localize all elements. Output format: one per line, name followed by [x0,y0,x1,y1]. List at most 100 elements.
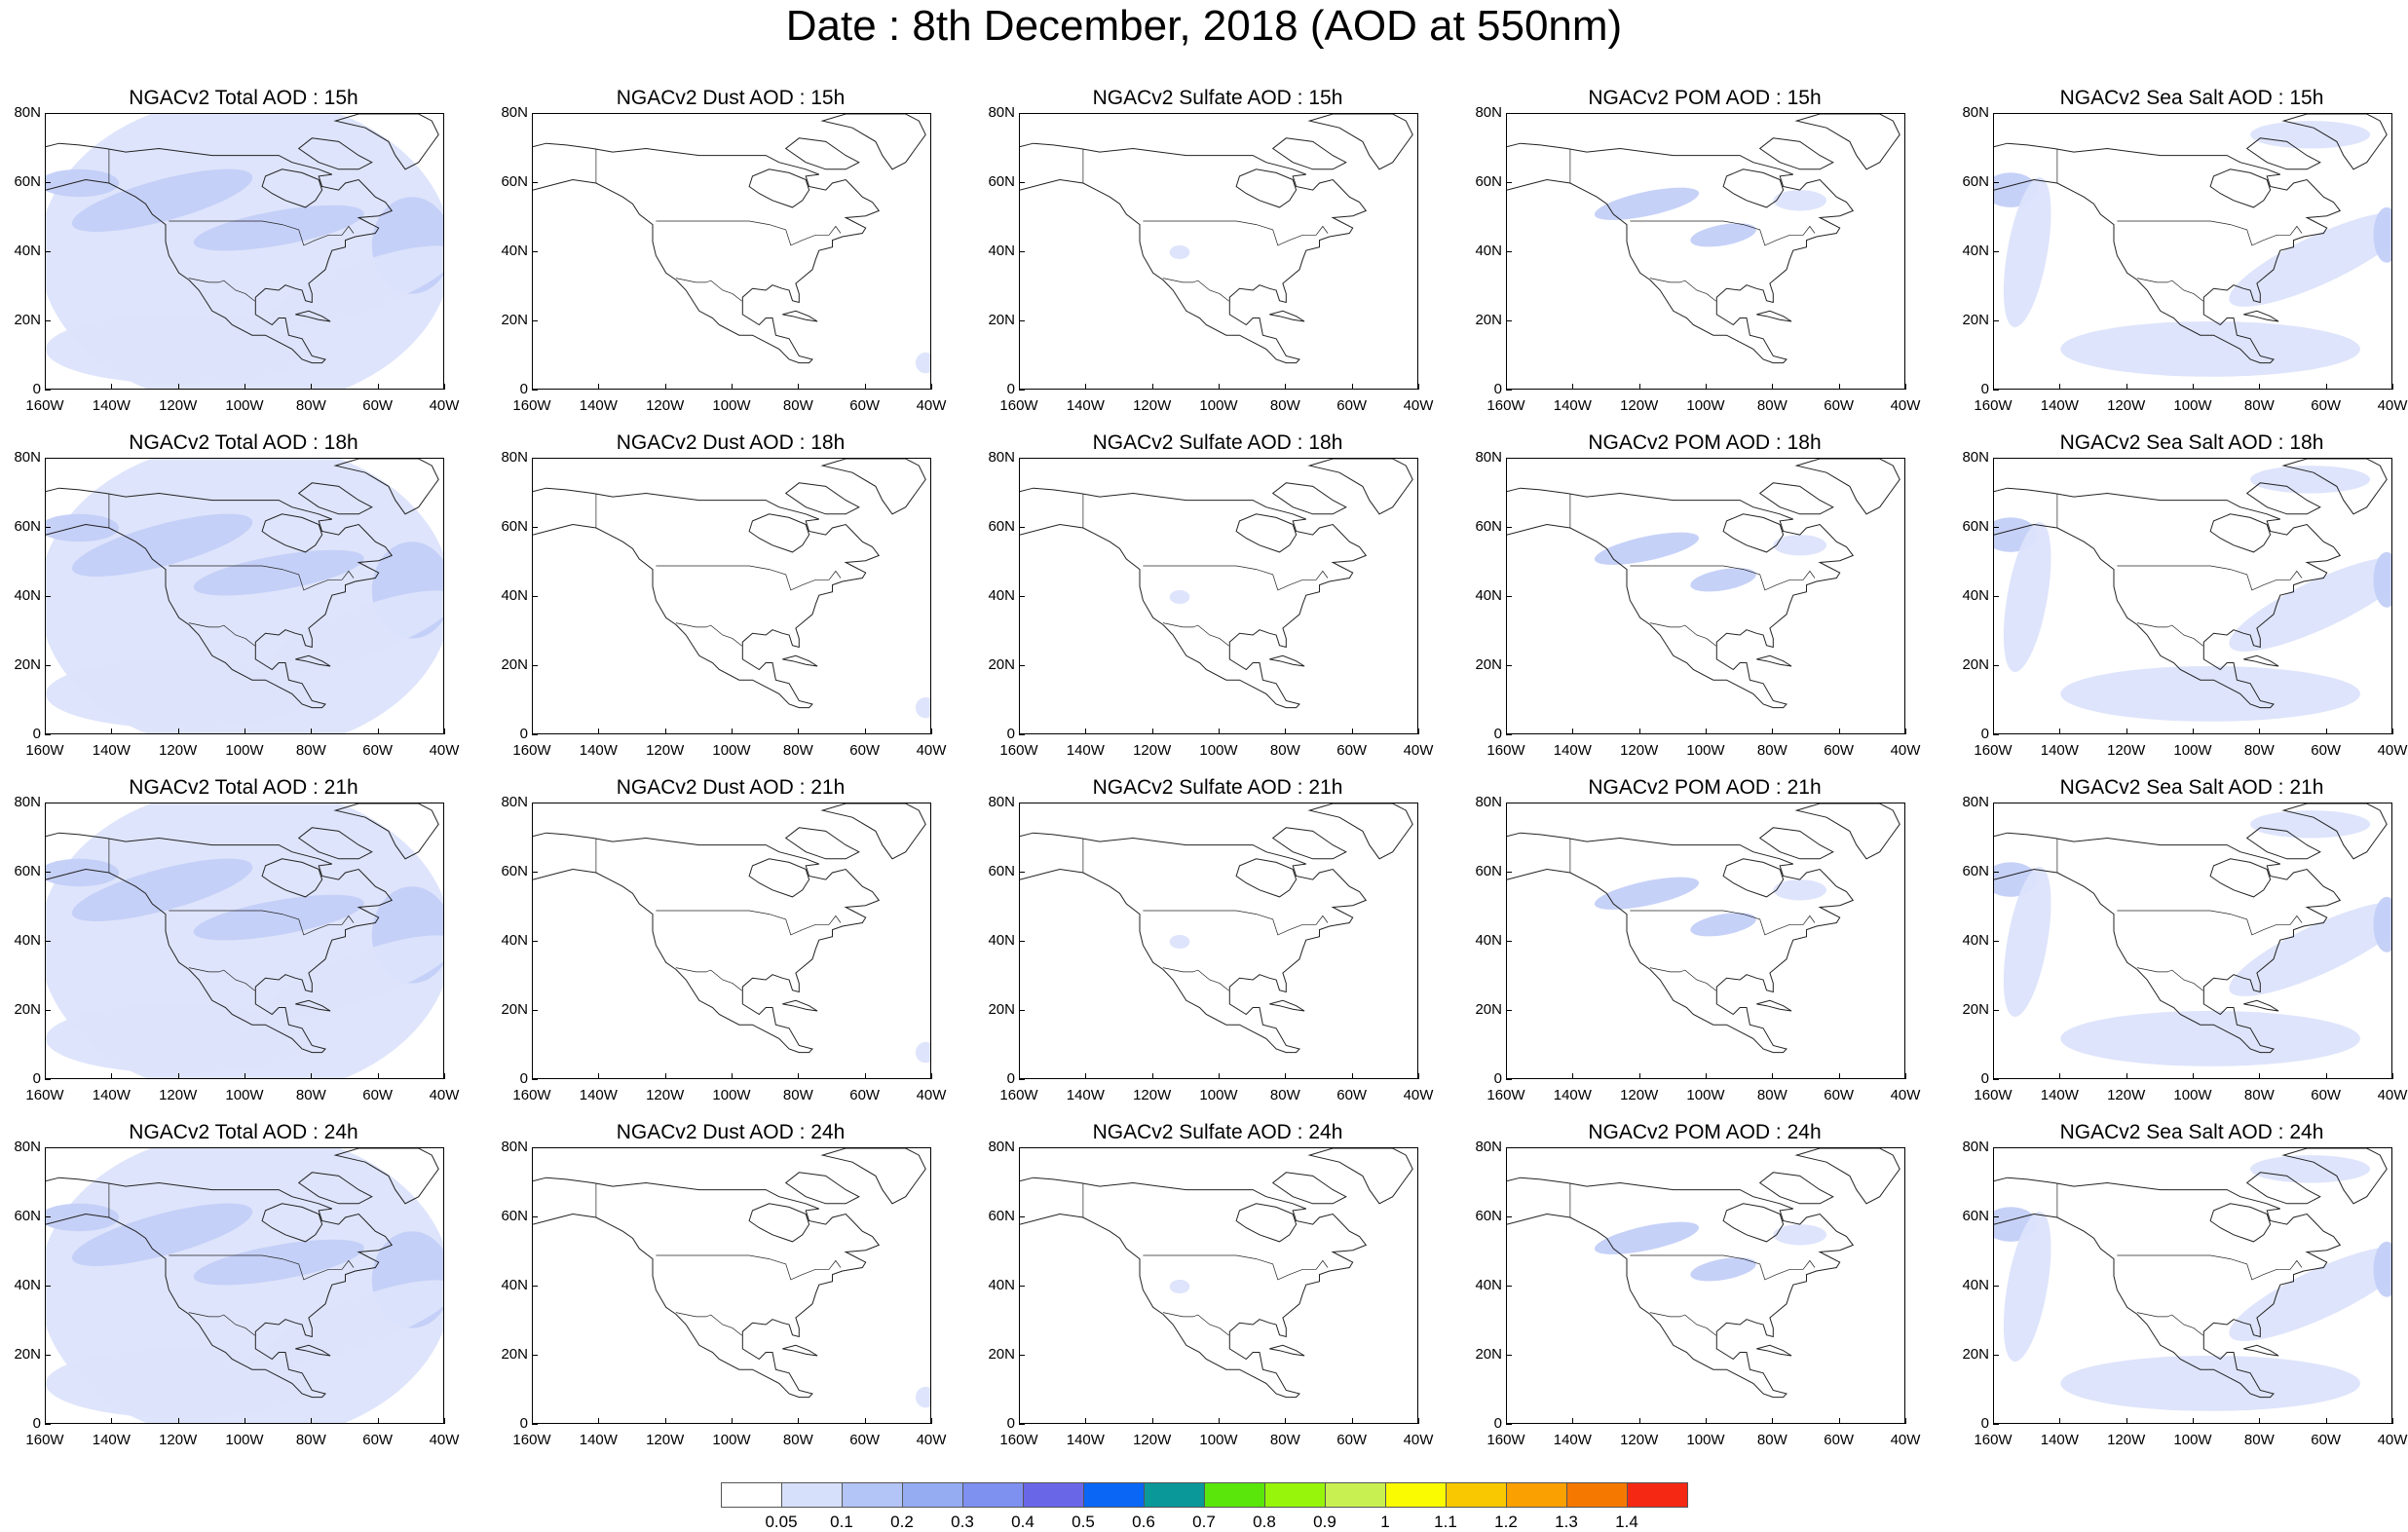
x-tick [1905,384,1906,390]
y-tick-label: 20N [501,1001,528,1018]
x-tick-label: 100W [1199,397,1238,414]
hudson-bay [2209,513,2272,553]
aod-field-0 [1594,532,1700,565]
x-tick [598,729,600,734]
y-tick [532,458,538,459]
y-tick [1993,734,1999,735]
y-tick [1019,458,1025,459]
us-canada-border [2117,910,2303,936]
hudson-bay [1235,1203,1298,1243]
aod-field-3 [46,1203,120,1232]
x-tick [1085,729,1087,734]
colorbar-label: 1.2 [1494,1513,1518,1531]
aod-field-1 [71,858,253,921]
x-tick-label: 80W [1756,742,1787,759]
y-tick [532,1147,538,1148]
y-tick-label: 60N [1475,173,1502,190]
aod-field-2 [1773,879,1826,901]
map-plot-area [45,803,444,1079]
x-tick-label: 120W [1133,742,1172,759]
y-tick [532,390,538,391]
x-tick [444,729,445,734]
y-tick [1993,390,1999,391]
y-tick-label: 20N [14,656,41,673]
map-panel-total-24h: NGACv2 Total AOD : 24h 0 20N 40N 60N 80N 160W 1… [0,1120,487,1461]
x-tick [2392,384,2393,390]
y-tick [1506,596,1512,597]
x-tick-label: 80W [782,1087,813,1103]
aod-field-0 [1169,244,1190,260]
us-mexico-border [2136,967,2203,991]
cuba [782,1344,818,1357]
x-tick [444,1418,445,1424]
y-tick [1019,1010,1025,1011]
y-tick-label: 20N [14,1001,41,1018]
us-mexico-border [2136,622,2203,647]
y-tick [1019,390,1025,391]
y-tick-label: 20N [501,656,528,673]
x-tick [1418,1073,1419,1079]
cuba [782,999,818,1012]
map-plot-area [1019,803,1418,1079]
us-mexico-border [188,967,255,991]
y-tick [45,872,51,873]
x-tick [864,1073,866,1079]
y-tick-label: 20N [501,312,528,328]
y-tick [45,1355,51,1356]
y-tick [1019,734,1025,735]
us-canada-border [1143,910,1329,936]
x-tick [2193,729,2194,734]
us-mexico-border [1649,622,1716,647]
x-tick [1838,729,1840,734]
us-canada-border [656,1254,842,1281]
cuba [782,310,818,322]
x-tick [1993,384,1994,390]
y-tick-label: 60N [501,173,528,190]
colorbar-swatch [1023,1482,1084,1508]
y-tick-label: 20N [988,312,1015,328]
x-tick-label: 100W [225,397,264,414]
y-tick-label: 0 [32,1070,41,1087]
x-tick [1905,1073,1906,1079]
x-tick-label: 100W [712,742,751,759]
greenland [1794,1148,1900,1205]
map-plot-area [45,1147,444,1424]
y-tick [532,527,538,528]
map-svg [1994,1148,2391,1411]
aod-field-4 [2060,1356,2360,1411]
y-tick-label: 60N [1962,173,1989,190]
x-tick-label: 120W [2107,397,2146,414]
map-panel-dust-18h: NGACv2 Dust AOD : 18h 0 20N 40N 60N 80N 160W 14… [487,430,974,771]
x-tick-label: 160W [25,1087,64,1103]
y-tick-label: 60N [14,863,41,879]
x-tick [1418,384,1419,390]
hudson-bay [1235,168,1298,208]
x-tick-label: 60W [2311,742,2342,759]
baffin-island [2245,827,2321,860]
x-tick [377,1073,379,1079]
x-tick [2126,1418,2127,1424]
y-tick-label: 40N [501,1277,528,1293]
x-tick-label: 160W [512,1432,551,1448]
x-tick-label: 120W [1620,742,1659,759]
y-tick [1993,596,1999,597]
x-tick [311,729,313,734]
x-tick [45,384,46,390]
y-tick [1993,1355,1999,1356]
x-tick [2193,1073,2194,1079]
y-tick-label: 0 [32,381,41,397]
y-tick [45,182,51,183]
map-panel-pom-24h: NGACv2 POM AOD : 24h 0 20N 40N 60N 80N 160W 140… [1461,1120,1948,1461]
x-tick [1418,729,1419,734]
aod-field-1 [71,513,253,577]
x-tick-label: 40W [429,1087,460,1103]
x-tick-label: 80W [2243,397,2275,414]
aod-field-2 [193,549,364,596]
map-svg [1994,114,2391,377]
colorbar-label: 0.3 [951,1513,974,1531]
y-tick [1506,390,1512,391]
us-canada-border [2117,565,2303,591]
y-tick [1993,1010,1999,1011]
map-plot-area [532,458,931,734]
hudson-bay [1235,858,1298,898]
